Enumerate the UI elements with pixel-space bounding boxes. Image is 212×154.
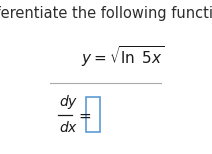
Text: $=$: $=$ [76,107,92,122]
Text: $y = \sqrt{\ln\ 5x}$: $y = \sqrt{\ln\ 5x}$ [81,44,165,69]
Text: Differentiate the following function.: Differentiate the following function. [0,6,212,21]
Bar [86,97,100,132]
Text: $dx$: $dx$ [59,120,78,135]
Text: $dy$: $dy$ [59,93,78,111]
